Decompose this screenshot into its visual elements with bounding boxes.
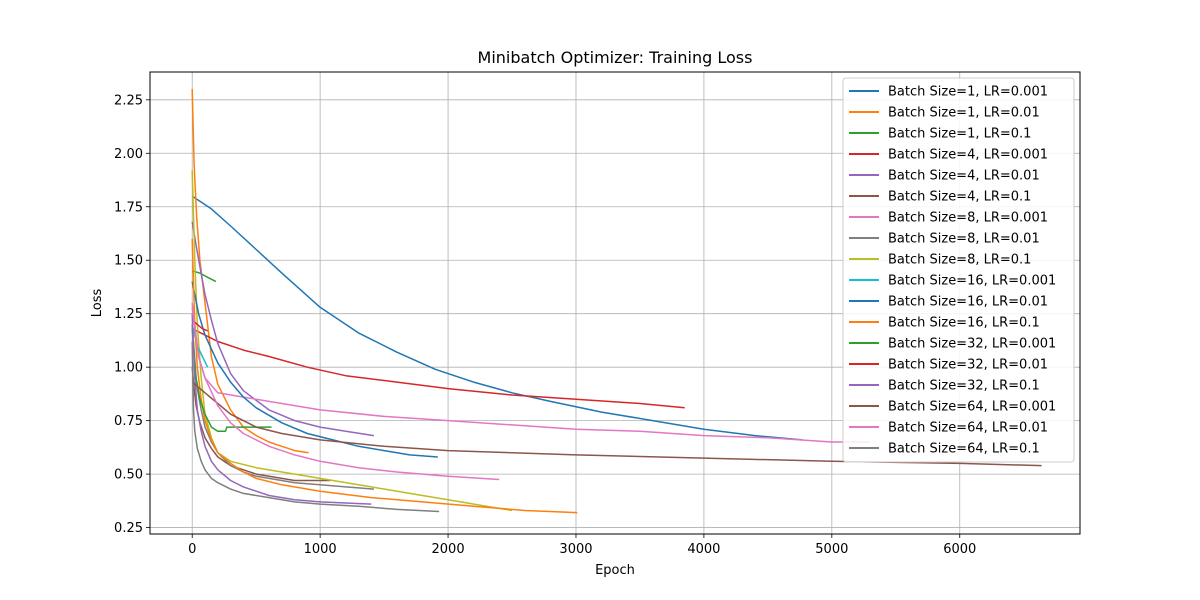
x-tick-label: 0: [188, 542, 196, 557]
legend-entry: Batch Size=8, LR=0.1: [888, 253, 1031, 268]
x-tick-label: 1000: [304, 542, 337, 557]
y-tick-label: 2.00: [114, 147, 143, 162]
y-tick-label: 1.00: [114, 361, 143, 376]
y-tick-label: 1.75: [114, 200, 143, 215]
series-line-17: [191, 341, 440, 513]
y-tick-label: 2.25: [114, 93, 143, 108]
y-axis-label: Loss: [90, 289, 105, 318]
series-line-0: [191, 195, 803, 441]
series-line-6: [191, 302, 871, 443]
series-line-2: [191, 270, 217, 283]
chart-title: Minibatch Optimizer: Training Loss: [478, 48, 753, 67]
x-tick-label: 2000: [432, 542, 465, 557]
x-tick-label: 5000: [815, 542, 848, 557]
legend-entry: Batch Size=1, LR=0.1: [888, 127, 1031, 142]
x-axis-label: Epoch: [595, 563, 635, 578]
series-line-8: [191, 170, 513, 512]
legend-entry: Batch Size=8, LR=0.001: [888, 211, 1048, 226]
legend-box: [842, 77, 1075, 463]
legend-entry: Batch Size=1, LR=0.01: [888, 106, 1040, 121]
legend-entry: Batch Size=4, LR=0.1: [888, 190, 1031, 205]
series-line-14: [191, 313, 372, 505]
series-line-1: [191, 89, 309, 454]
series-line-15: [191, 381, 1042, 467]
legend-entry: Batch Size=8, LR=0.01: [888, 232, 1040, 247]
series-line-12: [191, 324, 272, 433]
series-line-10: [191, 281, 438, 458]
legend-entry: Batch Size=4, LR=0.001: [888, 148, 1048, 163]
plot-frame: [149, 71, 1081, 535]
y-tick-label: 0.50: [114, 468, 143, 483]
series-line-3: [191, 328, 685, 409]
y-tick-label: 0.25: [114, 521, 143, 536]
legend-entry: Batch Size=16, LR=0.01: [888, 295, 1048, 310]
legend-entry: Batch Size=1, LR=0.001: [888, 85, 1048, 100]
legend-entry: Batch Size=64, LR=0.01: [888, 421, 1048, 436]
legend-entry: Batch Size=16, LR=0.001: [888, 274, 1056, 289]
y-axis-ticks: 0.25 0.50 0.75 1.00 1.25 1.50 1.75 2.00 2.25: [114, 93, 150, 536]
legend-entry: Batch Size=64, LR=0.1: [888, 442, 1040, 457]
legend-entry: Batch Size=32, LR=0.01: [888, 358, 1048, 373]
legend-entry: Batch Size=16, LR=0.1: [888, 316, 1040, 331]
y-tick-label: 1.25: [114, 307, 143, 322]
x-axis-ticks: 0 1000 2000 3000 4000 5000 6000: [188, 534, 976, 557]
y-tick-label: 0.75: [114, 414, 143, 429]
legend-entry: Batch Size=32, LR=0.001: [888, 337, 1056, 352]
legend-entry: Batch Size=32, LR=0.1: [888, 379, 1040, 394]
legend-entry: Batch Size=4, LR=0.01: [888, 169, 1040, 184]
legend-entry: Batch Size=64, LR=0.001: [888, 400, 1056, 415]
x-tick-label: 4000: [687, 542, 720, 557]
x-tick-label: 6000: [943, 542, 976, 557]
x-tick-label: 3000: [559, 542, 592, 557]
y-tick-label: 1.50: [114, 254, 143, 269]
legend: Batch Size=1, LR=0.001 Batch Size=1, LR=0…: [842, 77, 1075, 463]
series-line-16: [191, 307, 500, 481]
series-line-4: [191, 221, 375, 437]
series-lines: [191, 89, 1042, 514]
